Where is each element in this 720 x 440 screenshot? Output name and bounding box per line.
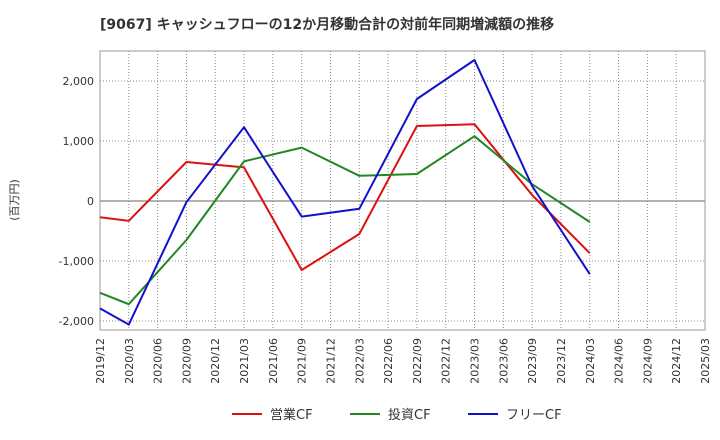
x-tick-label: 2020/06 [152, 338, 165, 384]
grid [99, 51, 706, 330]
x-tick-label: 2019/12 [94, 338, 107, 384]
y-tick-label: 0 [87, 195, 94, 208]
x-tick-label: 2023/06 [497, 338, 510, 384]
x-tick-label: 2024/06 [613, 338, 626, 384]
series-lines [99, 59, 591, 326]
x-tick-label: 2023/03 [469, 338, 482, 384]
x-tick-label: 2022/12 [440, 338, 453, 384]
x-tick-label: 2021/06 [267, 338, 280, 384]
legend-label-0: 営業CF [270, 407, 313, 423]
x-tick-label: 2020/12 [209, 338, 222, 384]
y-axis: 2,000 1,000 0 -1,000 -2,000 [59, 75, 94, 328]
plot-area [99, 50, 706, 331]
x-tick-label: 2020/09 [180, 338, 193, 384]
y-tick-label: 2,000 [63, 75, 95, 88]
x-tick-label: 2021/03 [238, 338, 251, 384]
x-tick-label: 2022/09 [411, 338, 424, 384]
x-tick-label: 2023/09 [526, 338, 539, 384]
series-line-2 [99, 59, 591, 326]
y-axis-label: (百万円) [8, 179, 21, 221]
legend: 営業CF 投資CF フリーCF [232, 407, 562, 423]
series-line-0 [99, 123, 591, 271]
x-tick-label: 2022/06 [382, 338, 395, 384]
y-tick-label: 1,000 [63, 135, 95, 148]
series-line-1 [99, 135, 591, 306]
x-tick-label: 2025/03 [699, 338, 712, 384]
x-tick-label: 2021/12 [324, 338, 337, 384]
x-tick-label: 2021/09 [296, 338, 309, 384]
y-tick-label: -2,000 [59, 315, 94, 328]
x-tick-label: 2024/12 [670, 338, 683, 384]
x-tick-label: 2024/03 [584, 338, 597, 384]
x-axis: 2019/12 2020/03 2020/06 2020/09 2020/12 2021/… [94, 338, 712, 384]
x-tick-label: 2023/12 [555, 338, 568, 384]
chart-title: [9067] キャッシュフローの12か月移動合計の対前年同期増減額の推移 [100, 16, 554, 33]
legend-label-1: 投資CF [388, 407, 431, 423]
legend-label-2: フリーCF [506, 408, 562, 423]
x-tick-label: 2022/03 [353, 338, 366, 384]
y-tick-label: -1,000 [59, 255, 94, 268]
x-tick-label: 2020/03 [123, 338, 136, 384]
x-tick-label: 2024/09 [641, 338, 654, 384]
